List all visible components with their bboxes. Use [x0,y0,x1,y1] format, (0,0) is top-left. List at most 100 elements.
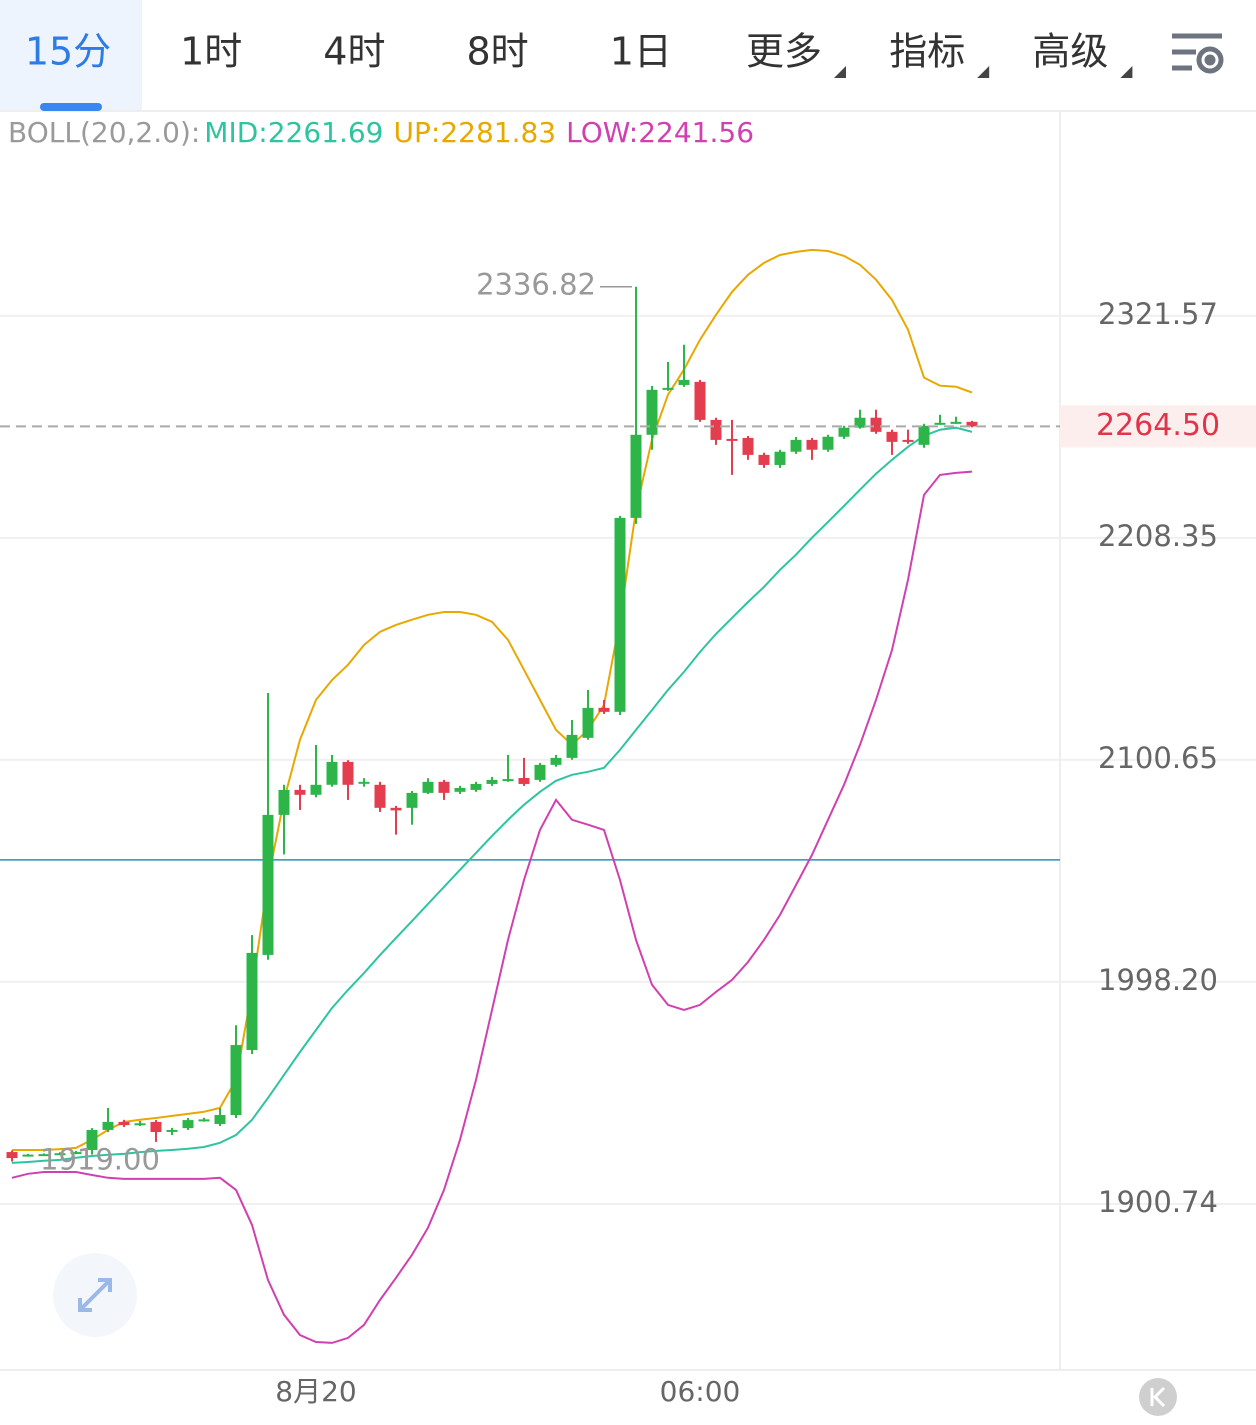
tab[interactable]: 1日 [610,30,672,74]
candle-body [790,439,802,452]
candle-body [134,1123,146,1126]
candle-body [694,381,706,420]
x-tick-label: 8月20 [275,1375,356,1408]
dropdown-caret [1120,66,1133,78]
candle-body [902,439,914,442]
candle-body [934,422,946,425]
candle-body [630,434,642,518]
candle-body [486,779,498,784]
candle-body [454,787,466,792]
tab[interactable]: 1时 [180,30,242,74]
candle-body [6,1152,18,1159]
candle-body [86,1129,98,1150]
candle-body [918,425,930,445]
candle-body [310,784,322,795]
band-line [11,470,973,1344]
candle-body [534,764,546,780]
expand-button[interactable] [53,1253,137,1337]
candle-body [118,1121,130,1126]
candle-body [742,437,754,455]
x-tick-label: 06:00 [660,1375,741,1408]
dropdown-caret [834,66,846,78]
candle-body [966,421,978,427]
candle-body [854,417,866,428]
candle-body [886,431,898,442]
last-price-bg [1060,405,1256,448]
tab[interactable]: 8时 [467,30,529,74]
scroll-latest-button[interactable] [1139,1378,1177,1416]
legend-entry: UP:2281.83 [394,116,557,149]
min-price-label: 1919.00 [40,1143,160,1177]
candle-body [246,952,258,1051]
candle-body [102,1121,114,1130]
tab[interactable]: 高级 [1032,30,1108,74]
candle-body [662,387,674,390]
candle-body [390,807,402,811]
candle-body [358,781,370,784]
candle-body [710,419,722,440]
candle-body [774,451,786,465]
candle-body [838,427,850,437]
tab[interactable]: 4时 [323,30,385,74]
max-price-label: 2336.82 [476,268,596,302]
y-tick-label: 1900.74 [1098,1185,1218,1219]
candle-body [870,417,882,432]
candle-body [54,1153,66,1156]
band-line [12,248,973,1151]
candle-body [582,707,594,738]
y-tick-label: 1998.20 [1098,963,1218,997]
candle-body [406,792,418,808]
settings-icon[interactable] [1172,33,1224,74]
candle-body [598,707,610,712]
candle-body [566,734,578,758]
candle-body [726,438,738,441]
candle-body [374,784,386,808]
indicator-legend: BOLL(20,2.0): MID:2261.69 UP:2281.83 LOW:22… [8,116,754,149]
candle-body [470,783,482,790]
candle-body [262,814,274,955]
candle-body [614,517,626,712]
last-price-label: 2264.50 [1096,408,1220,443]
chart: 2321.57 2208.35 2100.65 1998.20 1900.74 8月20 0… [0,112,1256,1408]
candle-body [342,761,354,785]
candle-body [22,1154,34,1157]
candle-body [502,779,514,782]
candle-body [422,781,434,793]
candle-body [150,1121,162,1133]
legend-entry: MID:2261.69 [204,116,383,149]
candle-body [646,389,658,435]
y-tick-label: 2321.57 [1098,297,1218,331]
indicator-name: BOLL(20,2.0): [8,116,200,149]
y-tick-label: 2100.65 [1098,741,1218,775]
candle-body [438,781,450,793]
tab[interactable]: 15分 [25,30,111,74]
candle-body [550,757,562,765]
band-line [11,426,973,1164]
timeframe-tabs: 15分 1时 4时 8时 1日 更多 指标 高级 [0,0,1133,111]
candle-body [806,439,818,450]
candle-body [278,789,290,815]
tab[interactable]: 指标 [889,30,965,74]
candle-body [950,421,962,424]
candle-body [822,436,834,450]
candle-body [518,778,530,784]
candle-body [678,379,690,385]
candle-body [182,1120,194,1129]
tab[interactable]: 更多 [746,30,822,74]
candle-body [326,761,338,785]
candle-body [214,1115,226,1124]
active-tab-bg [0,0,142,110]
legend-entry: LOW:2241.56 [566,116,754,149]
candle-body [758,454,770,465]
candle-body [230,1045,242,1116]
candle-body [70,1152,82,1155]
candle-body [166,1129,178,1132]
candle-body [38,1154,50,1157]
dropdown-caret [977,66,990,78]
active-tab-indicator [40,103,102,111]
candle-body [294,789,306,795]
candle-body [198,1119,210,1122]
y-tick-label: 2208.35 [1098,519,1218,553]
